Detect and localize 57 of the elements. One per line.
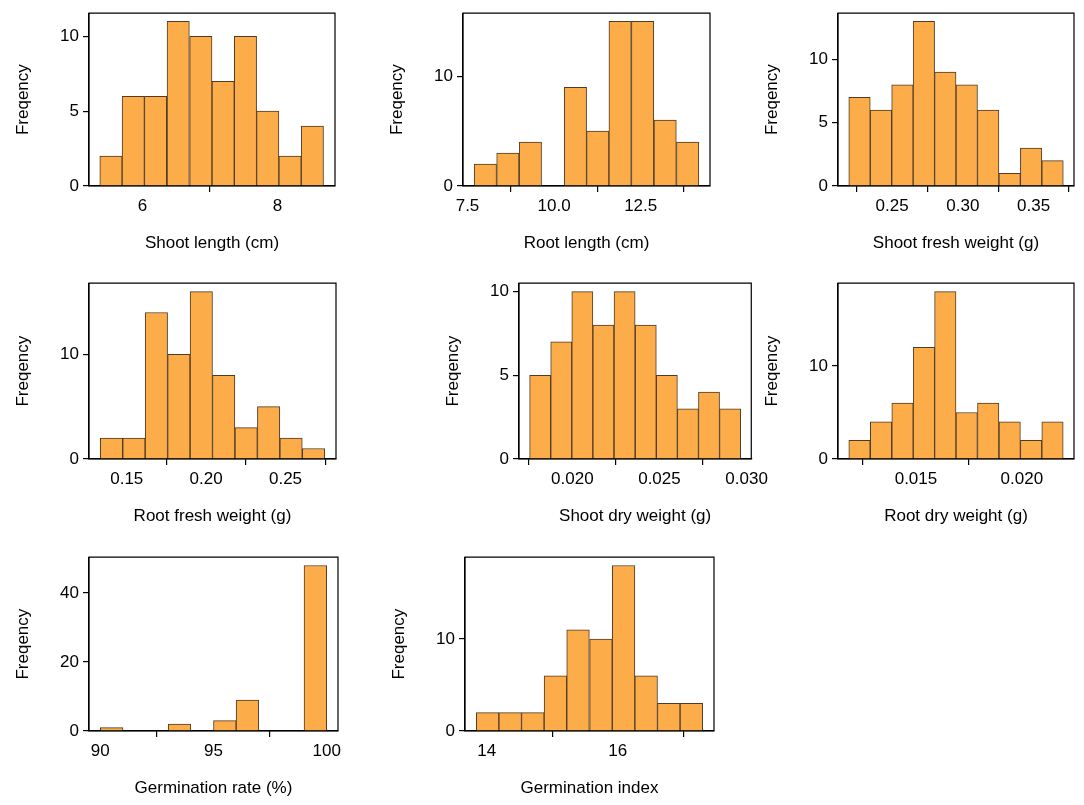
x-tick-label: 14 [477, 740, 497, 760]
y-tick-label: 10 [809, 49, 828, 69]
x-tick-label: 0.020 [551, 468, 594, 488]
x-tick-label: 95 [204, 740, 223, 760]
y-tick-label: 0 [818, 175, 828, 195]
x-tick-label: 0.015 [894, 468, 938, 488]
y-tick-label: 0 [69, 448, 79, 468]
x-axis-title: Root length (cm) [523, 233, 650, 253]
y-axis-title: Freqency [761, 335, 781, 407]
x-tick-label: 0.35 [1017, 195, 1051, 215]
y-tick-label: 0 [69, 175, 79, 195]
y-tick-label: 40 [60, 582, 79, 602]
y-tick-label: 10 [809, 355, 828, 375]
x-tick-label: 0.25 [875, 195, 909, 215]
y-axis-title: Freqency [442, 335, 462, 407]
x-axis-title: Germination rate (%) [134, 778, 293, 798]
x-axis-title: Shoot fresh weight (g) [872, 233, 1040, 253]
y-tick-label: 0 [818, 448, 828, 468]
y-tick-label: 0 [443, 175, 453, 195]
y-tick-label: 5 [499, 364, 509, 384]
y-tick-label: 10 [436, 628, 455, 648]
x-tick-label: 0.30 [946, 195, 980, 215]
x-axis-title: Shoot length (cm) [144, 233, 280, 253]
x-tick-label: 6 [137, 195, 148, 215]
y-tick-label: 5 [818, 112, 828, 132]
y-tick-label: 0 [445, 720, 455, 740]
x-tick-label: 90 [90, 740, 110, 760]
x-tick-label: 16 [608, 740, 628, 760]
y-axis-title: Freqency [12, 608, 32, 680]
x-tick-label: 0.15 [110, 468, 144, 488]
x-tick-label: 0.025 [638, 468, 681, 488]
x-axis-title: Root dry weight (g) [884, 506, 1028, 526]
x-tick-label: 0.20 [189, 468, 223, 488]
y-axis-title: Freqency [386, 63, 406, 136]
y-axis-title: Freqency [12, 335, 32, 407]
y-tick-label: 10 [60, 344, 79, 364]
x-axis-title: Root fresh weight (g) [133, 506, 292, 526]
x-axis-title: Germination index [520, 778, 659, 798]
y-axis-title: Freqency [761, 63, 781, 136]
x-tick-label: 0.020 [1000, 468, 1044, 488]
x-tick-label: 0.25 [268, 468, 303, 488]
x-tick-label: 10.0 [537, 195, 571, 215]
x-tick-label: 12.5 [624, 195, 658, 215]
y-tick-label: 0 [499, 448, 509, 468]
x-tick-label: 7.5 [455, 195, 480, 215]
x-tick-label: 8 [272, 195, 283, 215]
y-tick-label: 20 [60, 651, 79, 671]
x-tick-label: 100 [312, 740, 341, 760]
y-tick-label: 5 [69, 100, 79, 120]
y-tick-label: 10 [60, 26, 79, 46]
x-axis-title: Shoot dry weight (g) [559, 506, 712, 526]
y-tick-label: 10 [490, 281, 509, 301]
y-axis-title: Freqency [12, 63, 32, 136]
y-axis-title: Freqency [388, 608, 408, 680]
y-tick-label: 10 [434, 65, 453, 85]
y-tick-label: 0 [69, 720, 79, 740]
x-tick-label: 0.030 [725, 468, 768, 488]
